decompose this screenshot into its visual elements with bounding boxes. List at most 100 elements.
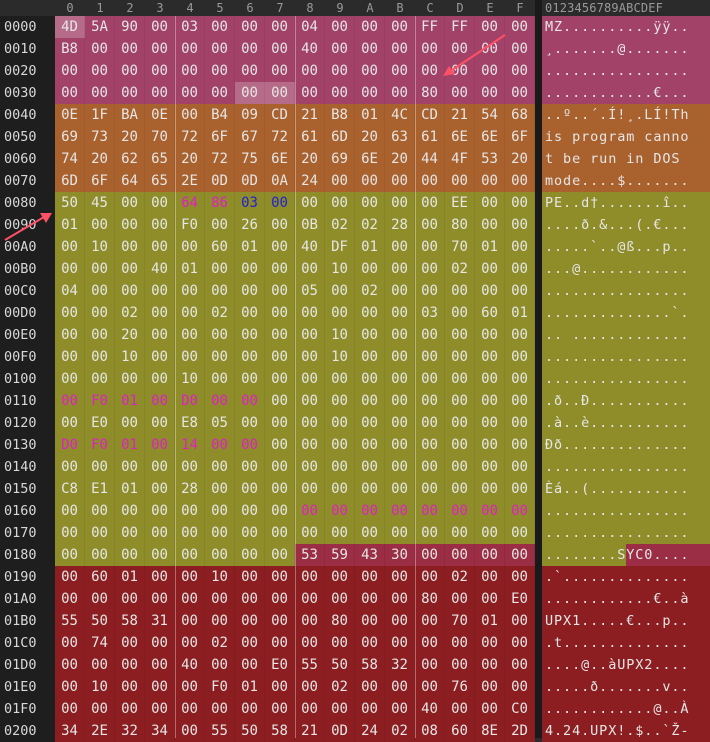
hex-byte[interactable]: 00 <box>295 302 325 324</box>
hex-byte[interactable]: 00 <box>85 654 115 676</box>
hex-byte[interactable]: 00 <box>55 500 85 522</box>
hex-byte[interactable]: 01 <box>475 610 505 632</box>
hex-byte[interactable]: 00 <box>445 632 475 654</box>
hex-byte[interactable]: 60 <box>475 302 505 324</box>
hex-byte[interactable]: 05 <box>205 412 235 434</box>
hex-byte[interactable]: E1 <box>85 478 115 500</box>
hex-byte[interactable]: 00 <box>385 610 415 632</box>
hex-byte[interactable]: 6E <box>475 126 505 148</box>
hex-byte[interactable]: 00 <box>175 544 205 566</box>
hex-byte[interactable]: 00 <box>475 654 505 676</box>
hex-byte[interactable]: 00 <box>505 566 535 588</box>
hex-byte[interactable]: 00 <box>205 214 235 236</box>
hex-byte[interactable]: 00 <box>115 236 145 258</box>
hex-byte[interactable]: 00 <box>205 324 235 346</box>
hex-byte[interactable]: 05 <box>295 280 325 302</box>
hex-byte[interactable]: 20 <box>175 148 205 170</box>
hex-byte[interactable]: 40 <box>145 258 175 280</box>
hex-byte[interactable]: 00 <box>295 698 325 720</box>
hex-byte[interactable]: 00 <box>205 478 235 500</box>
hex-byte[interactable]: 00 <box>505 236 535 258</box>
hex-byte[interactable]: 00 <box>475 170 505 192</box>
hex-byte[interactable]: F0 <box>85 390 115 412</box>
hex-byte[interactable]: 6F <box>85 170 115 192</box>
hex-byte[interactable]: 00 <box>115 632 145 654</box>
hex-byte[interactable]: 00 <box>55 390 85 412</box>
hex-byte[interactable]: 00 <box>505 478 535 500</box>
hex-byte[interactable]: 00 <box>415 170 445 192</box>
hex-byte[interactable]: 00 <box>385 478 415 500</box>
hex-byte[interactable]: 00 <box>145 566 175 588</box>
hex-byte[interactable]: 00 <box>145 588 175 610</box>
hex-byte[interactable]: 69 <box>325 148 355 170</box>
hex-byte[interactable]: 59 <box>325 544 355 566</box>
ascii-row[interactable]: ................ <box>542 522 710 544</box>
hex-byte[interactable]: 6D <box>325 126 355 148</box>
hex-byte[interactable]: 6E <box>445 126 475 148</box>
hex-byte[interactable]: 00 <box>235 412 265 434</box>
hex-byte[interactable]: 00 <box>235 434 265 456</box>
ascii-row[interactable]: ................ <box>542 500 710 522</box>
hex-byte[interactable]: 68 <box>505 104 535 126</box>
hex-byte[interactable]: 70 <box>145 126 175 148</box>
hex-byte[interactable]: 02 <box>115 302 145 324</box>
hex-byte[interactable]: 00 <box>445 368 475 390</box>
hex-byte[interactable]: 24 <box>295 170 325 192</box>
hex-byte[interactable]: 00 <box>355 588 385 610</box>
hex-byte[interactable]: 00 <box>295 434 325 456</box>
ascii-row[interactable]: .....`..@ß...p.. <box>542 236 710 258</box>
hex-byte[interactable]: 00 <box>415 500 445 522</box>
hex-byte[interactable]: 00 <box>175 632 205 654</box>
ascii-row[interactable]: UPX1.....€...p.. <box>542 610 710 632</box>
ascii-row[interactable]: ...@............ <box>542 258 710 280</box>
hex-byte[interactable]: 00 <box>385 170 415 192</box>
hex-byte[interactable]: 70 <box>445 610 475 632</box>
hex-byte[interactable]: 00 <box>415 280 445 302</box>
hex-byte[interactable]: 00 <box>85 346 115 368</box>
hex-byte[interactable]: 01 <box>175 258 205 280</box>
hex-byte[interactable]: 00 <box>355 390 385 412</box>
hex-byte[interactable]: 00 <box>355 698 385 720</box>
hex-byte[interactable]: 00 <box>115 412 145 434</box>
hex-byte[interactable]: FF <box>415 16 445 38</box>
hex-byte[interactable]: 00 <box>445 38 475 60</box>
hex-byte[interactable]: 00 <box>475 456 505 478</box>
hex-byte[interactable]: 00 <box>145 16 175 38</box>
hex-byte[interactable]: 00 <box>235 60 265 82</box>
hex-byte[interactable]: 72 <box>265 126 295 148</box>
hex-byte[interactable]: 32 <box>385 654 415 676</box>
ascii-pane[interactable]: MZ..........ÿÿ.. ¸.......@...............… <box>542 16 710 742</box>
ascii-row[interactable]: ..º..´.Í!¸.LÍ!Th <box>542 104 710 126</box>
hex-byte[interactable]: 00 <box>85 258 115 280</box>
hex-byte[interactable]: 02 <box>385 720 415 742</box>
hex-byte[interactable]: 00 <box>205 390 235 412</box>
hex-byte[interactable]: 00 <box>475 258 505 280</box>
hex-byte[interactable]: 0E <box>145 104 175 126</box>
hex-byte[interactable]: 00 <box>325 390 355 412</box>
hex-byte[interactable]: 00 <box>325 500 355 522</box>
hex-byte[interactable]: 00 <box>295 456 325 478</box>
hex-byte[interactable]: 00 <box>265 192 295 214</box>
ascii-row[interactable]: mode....$....... <box>542 170 710 192</box>
hex-byte[interactable]: 00 <box>415 390 445 412</box>
hex-byte[interactable]: 20 <box>115 126 145 148</box>
ascii-row[interactable]: ................ <box>542 60 710 82</box>
hex-byte[interactable]: 00 <box>145 302 175 324</box>
hex-byte[interactable]: 00 <box>445 346 475 368</box>
hex-byte[interactable]: 8E <box>475 720 505 742</box>
hex-byte[interactable]: 00 <box>385 236 415 258</box>
hex-byte[interactable]: 00 <box>115 500 145 522</box>
hex-byte[interactable]: 00 <box>235 280 265 302</box>
hex-byte[interactable]: 00 <box>85 544 115 566</box>
hex-byte[interactable]: 00 <box>115 192 145 214</box>
ascii-row[interactable]: ................ <box>542 346 710 368</box>
hex-byte[interactable]: 00 <box>265 302 295 324</box>
hex-byte[interactable]: 00 <box>325 522 355 544</box>
hex-byte[interactable]: E0 <box>265 654 295 676</box>
hex-byte[interactable]: 6E <box>265 148 295 170</box>
hex-byte[interactable]: 10 <box>85 676 115 698</box>
hex-byte[interactable]: 31 <box>145 610 175 632</box>
hex-byte[interactable]: 00 <box>175 104 205 126</box>
hex-byte[interactable]: 00 <box>145 500 175 522</box>
hex-byte[interactable]: B8 <box>55 38 85 60</box>
